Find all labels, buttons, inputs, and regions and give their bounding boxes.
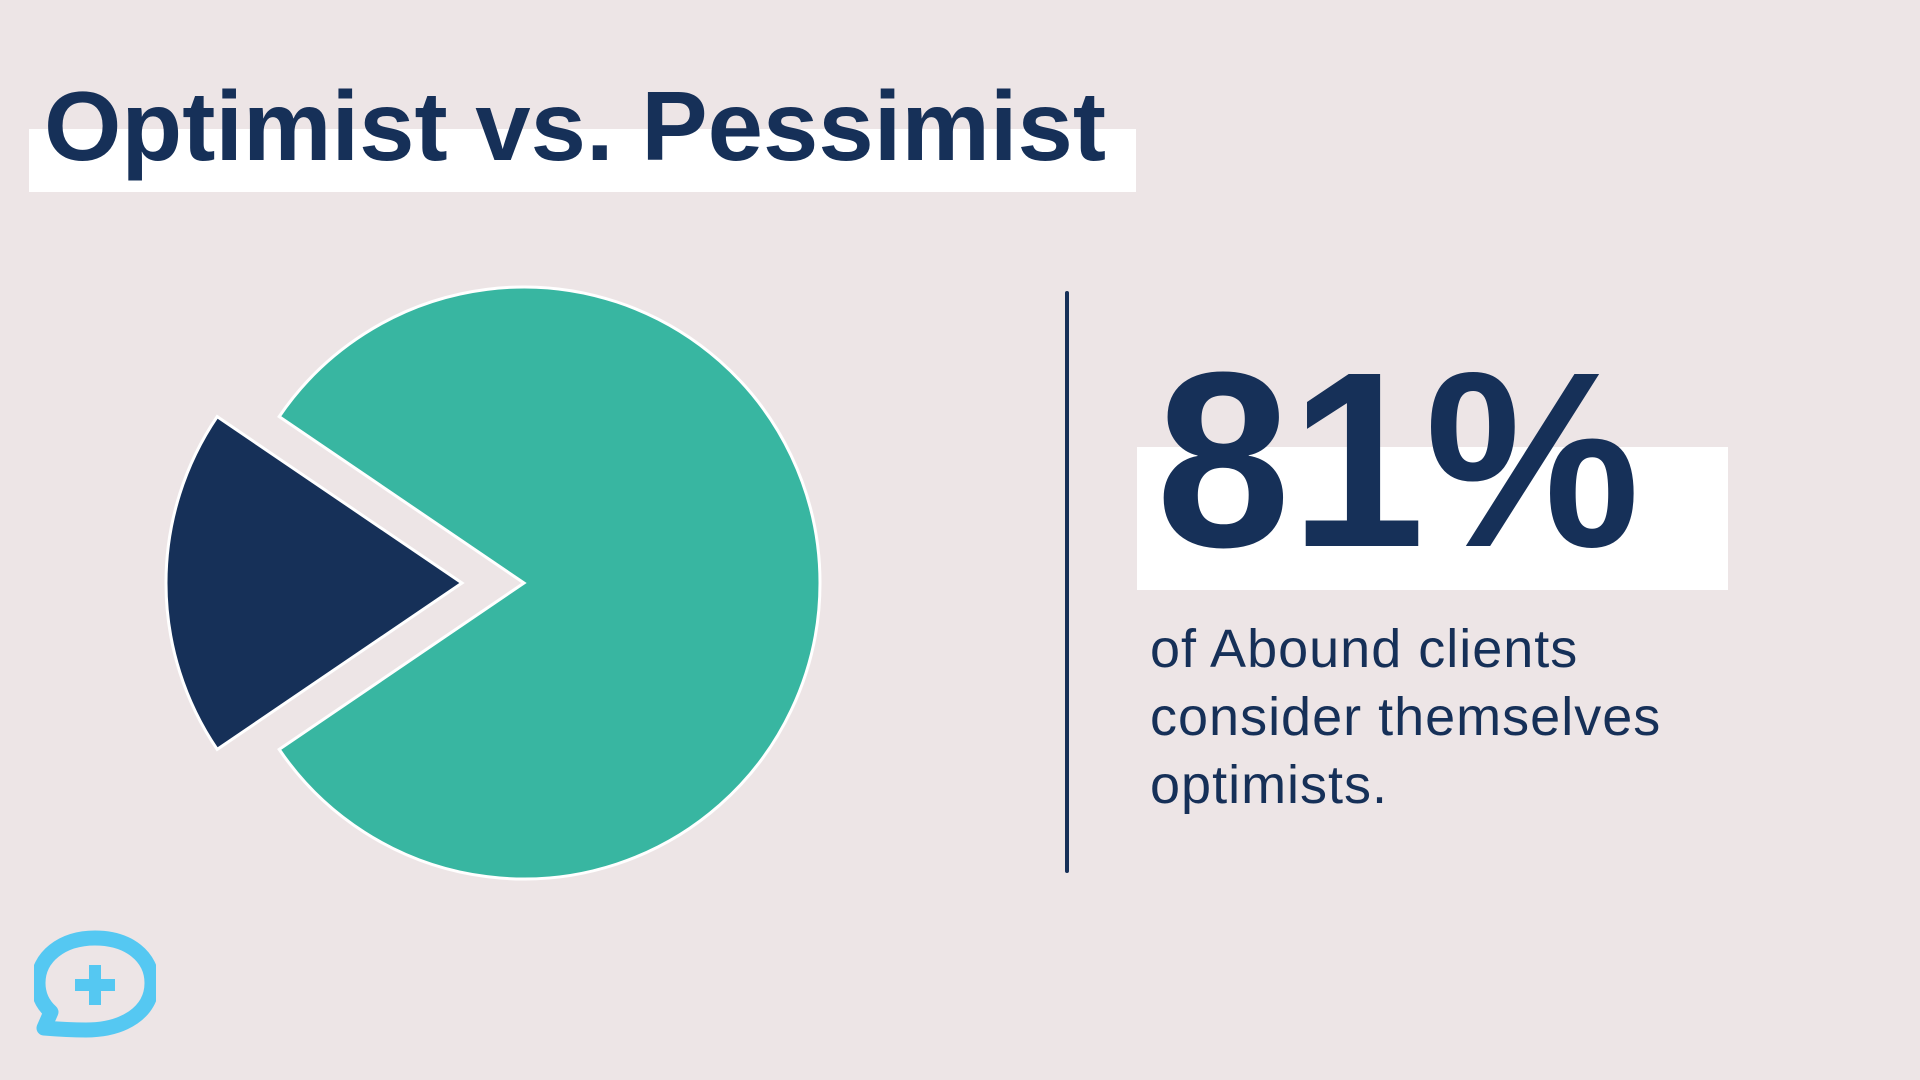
caption-line: consider themselves: [1150, 687, 1662, 747]
pie-slice-optimist: [277, 285, 822, 881]
pie-slice-pessimist: [164, 414, 465, 752]
page-title: Optimist vs. Pessimist: [44, 71, 1106, 181]
caption-line: of Abound clients: [1150, 619, 1579, 679]
caption-line: optimists.: [1150, 755, 1389, 815]
stat-caption: of Abound clients consider themselves op…: [1150, 615, 1750, 819]
speech-bubble-plus-icon: [34, 930, 156, 1038]
stat-highlight: [1137, 447, 1728, 590]
title-highlight: [29, 129, 1136, 192]
stat-value-text: 81%: [1156, 340, 1640, 560]
page-title-text: Optimist vs. Pessimist: [44, 71, 1106, 181]
divider: [1065, 291, 1069, 873]
stat-value: 81%: [1156, 340, 1640, 560]
